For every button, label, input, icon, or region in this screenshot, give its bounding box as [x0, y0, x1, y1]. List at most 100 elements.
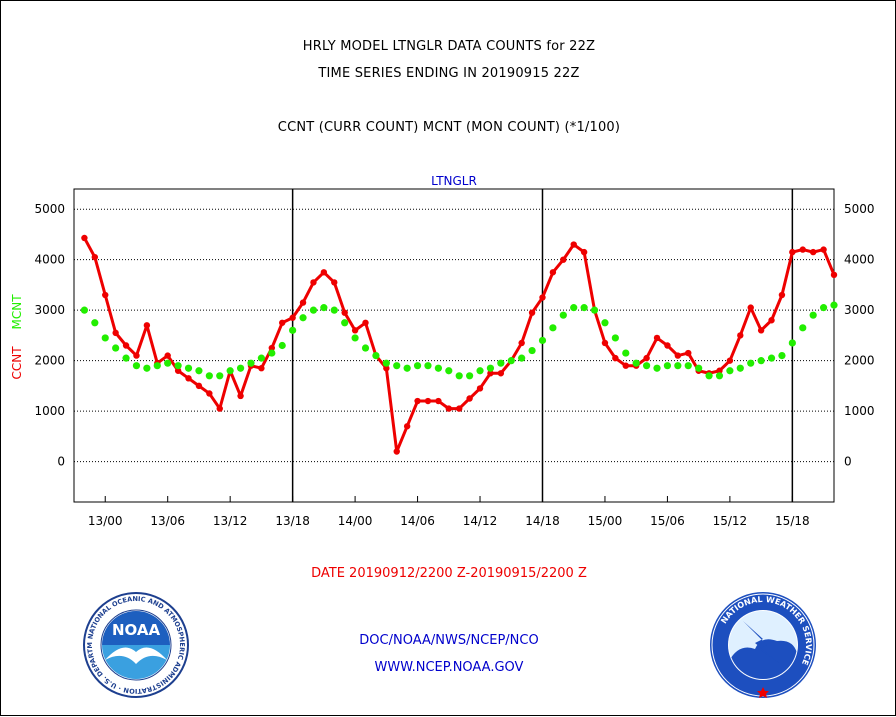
mcnt-point [611, 334, 619, 342]
mcnt-point [205, 372, 213, 380]
plot-border [73, 188, 835, 503]
ccnt-point [768, 317, 775, 324]
mcnt-point [91, 319, 99, 327]
ccnt-point [528, 309, 536, 316]
ccnt-point [393, 448, 400, 455]
mcnt-point [518, 354, 526, 362]
mcnt-point [424, 362, 432, 370]
series-description: CCNT (CURR COUNT) MCNT (MON COUNT) (*1/1… [277, 120, 621, 135]
mcnt-point [143, 364, 151, 372]
ccnt-point [476, 385, 484, 392]
ccnt-point [331, 279, 338, 286]
ccnt-point [289, 314, 296, 321]
mcnt-point [226, 367, 234, 375]
ccnt-point [81, 234, 88, 242]
y-tick-label-right: 1000 [844, 404, 875, 418]
x-tick-label: 14/12 [463, 514, 498, 528]
mcnt-point [153, 362, 161, 370]
ccnt-point [487, 370, 494, 377]
ccnt-point [174, 367, 182, 374]
ccnt-point [830, 271, 838, 279]
mcnt-point [289, 326, 297, 334]
ccnt-point [268, 344, 276, 352]
ccnt-point [414, 397, 421, 405]
mcnt-point [705, 372, 713, 380]
mcnt-point [653, 364, 661, 372]
ccnt-point [435, 397, 442, 405]
mcnt-point [257, 354, 265, 362]
x-tick-label: 13/18 [275, 514, 310, 528]
mcnt-point [538, 336, 547, 345]
ccnt-point [195, 382, 203, 390]
mcnt-point [330, 306, 338, 314]
mcnt-point [695, 364, 703, 372]
mcnt-point [684, 362, 692, 370]
ccnt-point [747, 304, 754, 311]
mcnt-point [268, 349, 276, 357]
nws-logo: NATIONAL WEATHER SERVICE [710, 592, 816, 698]
mcnt-point [507, 357, 515, 365]
mcnt-point [590, 306, 599, 314]
mcnt-point [445, 367, 453, 375]
mcnt-point [788, 339, 796, 347]
x-tick-label: 13/00 [88, 514, 123, 528]
ccnt-point [778, 291, 786, 299]
ccnt-point [122, 342, 130, 349]
mcnt-point [122, 354, 130, 362]
mcnt-point [632, 359, 640, 367]
mcnt-point [528, 346, 536, 355]
y-axis-label-ccnt: CCNT [10, 346, 24, 380]
mcnt-point [674, 362, 682, 370]
y-tick-label-left: 4000 [34, 253, 65, 267]
ccnt-point [622, 362, 629, 369]
mcnt-point [132, 362, 141, 370]
ccnt-point [466, 395, 473, 402]
ccnt-point [320, 269, 328, 276]
mcnt-point [236, 364, 245, 372]
ccnt-point [653, 334, 661, 342]
ccnt-point [445, 405, 452, 412]
mcnt-point [278, 341, 286, 350]
y-tick-label-left: 5000 [34, 202, 65, 216]
ccnt-point [674, 352, 682, 359]
org-text: DOC/NOAA/NWS/NCEP/NCO [359, 633, 539, 648]
ccnt-point [216, 405, 223, 412]
mcnt-point [101, 334, 109, 342]
mcnt-point [466, 372, 474, 380]
ccnt-point [737, 332, 744, 339]
ccnt-point [102, 291, 109, 299]
mcnt-point [164, 359, 172, 367]
x-tick-label: 15/06 [650, 514, 685, 528]
ccnt-point [685, 349, 692, 357]
y-tick-label-left: 0 [57, 455, 65, 469]
mcnt-point [184, 364, 193, 372]
ccnt-point [549, 269, 557, 276]
ccnt-point [258, 365, 265, 372]
ccnt-point [664, 342, 671, 349]
mcnt-point [434, 364, 442, 372]
x-tick-label: 15/18 [775, 514, 810, 528]
ccnt-point [456, 405, 463, 412]
mcnt-point [455, 372, 463, 380]
mcnt-point [476, 367, 484, 375]
ccnt-point [279, 319, 286, 326]
x-tick-label: 13/12 [213, 514, 248, 528]
mcnt-point [393, 362, 401, 370]
mcnt-point [320, 304, 328, 312]
date-range: DATE 20190912/2200 Z-20190915/2200 Z [311, 566, 587, 581]
mcnt-point [195, 367, 203, 375]
mcnt-point [413, 362, 422, 370]
mcnt-point [486, 364, 495, 372]
ccnt-point [799, 246, 806, 253]
url-text: WWW.NCEP.NOAA.GOV [374, 660, 524, 675]
y-axis-label-mcnt: MCNT [10, 294, 24, 330]
mcnt-point [747, 359, 755, 367]
y-tick-label-right: 5000 [844, 202, 875, 216]
y-tick-label-left: 2000 [34, 354, 65, 368]
ccnt-point [341, 309, 348, 316]
mcnt-point [736, 364, 744, 372]
ccnt-point [143, 322, 151, 329]
ccnt-point [351, 327, 359, 334]
ccnt-point [185, 375, 192, 382]
